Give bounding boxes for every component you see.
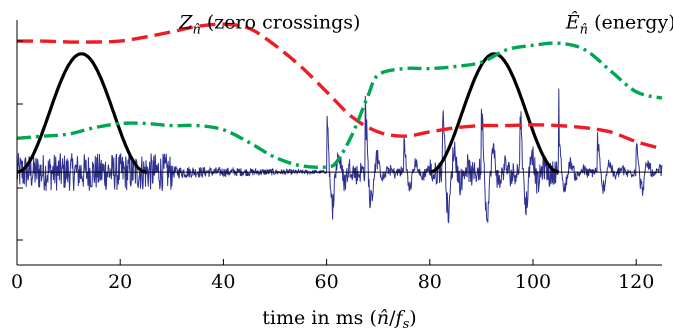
x-tick-label-60: 60 — [315, 271, 339, 293]
waveform-line — [16, 88, 663, 224]
x-tick-label-80: 80 — [418, 271, 442, 293]
x-tick-label-40: 40 — [211, 271, 235, 293]
window-curve-2 — [429, 52, 560, 174]
x-tick-label-20: 20 — [108, 271, 132, 293]
plot-layer — [16, 22, 663, 224]
energy-line — [16, 41, 663, 170]
x-tick-label-120: 120 — [618, 271, 654, 293]
text-layer: 0 20 40 60 80 100 120 time in ms (n̂/fs) Zn̂ (ze… — [11, 10, 673, 332]
zero-crossings-line — [16, 22, 663, 151]
x-axis-title: time in ms (n̂/fs) — [262, 307, 416, 331]
x-tick-label-0: 0 — [11, 271, 23, 293]
axis-layer — [16, 20, 662, 266]
x-tick-label-100: 100 — [515, 271, 551, 293]
zero-crossings-label: Zn̂ (zero crossings) — [178, 11, 360, 37]
window-curve-1 — [16, 52, 147, 174]
energy-label: Ên̂ (energy) — [565, 10, 673, 37]
